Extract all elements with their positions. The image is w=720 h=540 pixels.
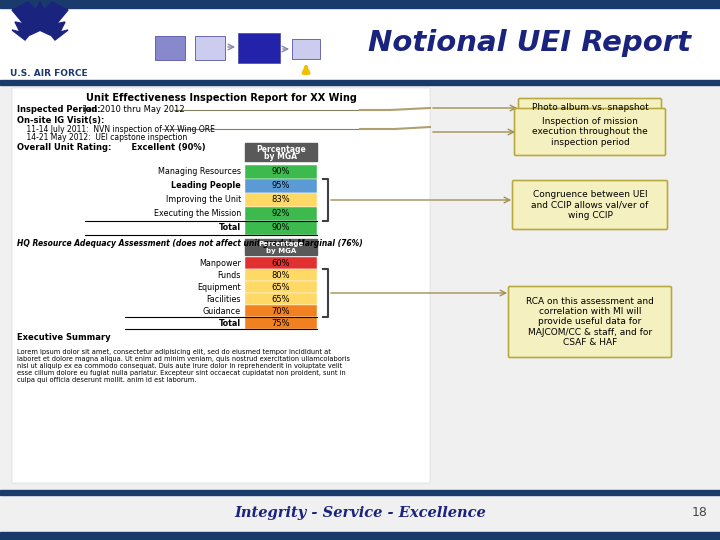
Bar xyxy=(245,179,317,193)
Bar xyxy=(245,239,317,255)
Bar xyxy=(245,207,317,221)
Text: 18: 18 xyxy=(692,507,708,519)
Bar xyxy=(0,532,720,540)
Text: 90%: 90% xyxy=(271,167,290,177)
Text: 11-14 July 2011:  NVN inspection of XX Wing ORE: 11-14 July 2011: NVN inspection of XX Wi… xyxy=(17,125,215,133)
Text: 92%: 92% xyxy=(271,210,290,219)
Text: 95%: 95% xyxy=(271,181,290,191)
Bar xyxy=(195,36,225,60)
Text: Congruence between UEI
and CCIP allows val/ver of
wing CCIP: Congruence between UEI and CCIP allows v… xyxy=(531,190,649,220)
Text: Percentage: Percentage xyxy=(258,241,304,247)
Text: Improving the Unit: Improving the Unit xyxy=(166,195,241,205)
Text: Executive Summary: Executive Summary xyxy=(17,333,111,341)
Text: Guidance: Guidance xyxy=(203,307,241,315)
Bar xyxy=(245,165,317,179)
Text: Leading People: Leading People xyxy=(171,181,241,191)
Text: Executing the Mission: Executing the Mission xyxy=(154,210,241,219)
Bar xyxy=(155,36,185,60)
Text: Total: Total xyxy=(219,224,241,233)
FancyBboxPatch shape xyxy=(515,109,665,156)
Bar xyxy=(245,143,317,161)
FancyBboxPatch shape xyxy=(518,98,662,118)
Text: by MGA: by MGA xyxy=(264,152,297,161)
Bar xyxy=(0,0,720,8)
Text: Unit Effectiveness Inspection Report for XX Wing: Unit Effectiveness Inspection Report for… xyxy=(86,93,356,103)
Text: Equipment: Equipment xyxy=(197,282,241,292)
Bar xyxy=(245,281,317,293)
Text: Photo album vs. snapshot: Photo album vs. snapshot xyxy=(531,104,649,112)
Text: HQ Resource Adequacy Assessment (does not affect unit grade): Marginal (76%): HQ Resource Adequacy Assessment (does no… xyxy=(17,239,363,247)
Bar xyxy=(245,221,317,235)
Text: Facilities: Facilities xyxy=(207,294,241,303)
Bar xyxy=(245,257,317,269)
Polygon shape xyxy=(12,2,68,40)
Text: Percentage: Percentage xyxy=(256,145,306,154)
Text: 65%: 65% xyxy=(271,294,290,303)
Text: 60%: 60% xyxy=(271,259,290,267)
Text: U.S. AIR FORCE: U.S. AIR FORCE xyxy=(10,69,88,78)
Bar xyxy=(245,317,317,329)
Text: Managing Resources: Managing Resources xyxy=(158,167,241,177)
Polygon shape xyxy=(12,2,68,40)
Text: Jan 2010 thru May 2012: Jan 2010 thru May 2012 xyxy=(79,105,184,114)
Bar xyxy=(245,269,317,281)
Text: Manpower: Manpower xyxy=(199,259,241,267)
Text: Notional UEI Report: Notional UEI Report xyxy=(369,29,691,57)
Text: 70%: 70% xyxy=(271,307,290,315)
Text: 14-21 May 2012:  UEI capstone inspection: 14-21 May 2012: UEI capstone inspection xyxy=(17,132,187,141)
Text: 90%: 90% xyxy=(271,224,290,233)
Text: esse cillum dolore eu fugiat nulla pariatur. Excepteur sint occaecat cupidatat n: esse cillum dolore eu fugiat nulla paria… xyxy=(17,370,346,376)
Bar xyxy=(292,39,320,59)
Text: 65%: 65% xyxy=(271,282,290,292)
Polygon shape xyxy=(33,2,47,28)
Text: 80%: 80% xyxy=(271,271,290,280)
Bar xyxy=(0,495,720,532)
Text: Inspected Period:: Inspected Period: xyxy=(17,105,101,114)
Text: On-site IG Visit(s):: On-site IG Visit(s): xyxy=(17,116,104,125)
Bar xyxy=(0,490,720,495)
FancyBboxPatch shape xyxy=(513,180,667,230)
Text: Inspection of mission
execution throughout the
inspection period: Inspection of mission execution througho… xyxy=(532,117,648,147)
Bar xyxy=(245,305,317,317)
Text: 83%: 83% xyxy=(271,195,290,205)
Text: 75%: 75% xyxy=(271,319,290,327)
Bar xyxy=(12,88,430,483)
Text: nisi ut aliquip ex ea commodo consequat. Duis aute irure dolor in reprehenderit : nisi ut aliquip ex ea commodo consequat.… xyxy=(17,363,342,369)
Text: Lorem ipsum dolor sit amet, consectetur adipisicing elit, sed do eiusmed tempor : Lorem ipsum dolor sit amet, consectetur … xyxy=(17,349,331,355)
Bar xyxy=(238,33,280,63)
Bar xyxy=(0,0,720,82)
Text: Total: Total xyxy=(219,319,241,327)
Text: Funds: Funds xyxy=(217,271,241,280)
Bar xyxy=(245,293,317,305)
Text: RCA on this assessment and
correlation with MI will
provide useful data for
MAJC: RCA on this assessment and correlation w… xyxy=(526,296,654,347)
Bar xyxy=(0,80,720,85)
Text: culpa qui officia deserunt mollit. anim id est laborum.: culpa qui officia deserunt mollit. anim … xyxy=(17,377,197,383)
FancyBboxPatch shape xyxy=(508,287,672,357)
Text: Overall Unit Rating:       Excellent (90%): Overall Unit Rating: Excellent (90%) xyxy=(17,143,206,152)
Text: Integrity - Service - Excellence: Integrity - Service - Excellence xyxy=(234,506,486,520)
Bar xyxy=(245,193,317,207)
Text: by MGA: by MGA xyxy=(266,248,296,254)
Text: laboret et dolore magna aliqua. Ut enim ad minim veniam, quis nostrud exercitati: laboret et dolore magna aliqua. Ut enim … xyxy=(17,356,350,362)
